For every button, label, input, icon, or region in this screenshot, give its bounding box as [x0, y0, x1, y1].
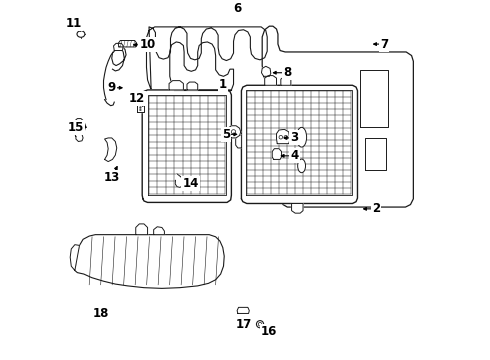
Ellipse shape — [297, 159, 306, 173]
Text: 18: 18 — [93, 307, 109, 320]
Polygon shape — [136, 224, 147, 235]
Polygon shape — [276, 129, 290, 144]
Polygon shape — [70, 245, 79, 270]
Polygon shape — [262, 26, 414, 207]
Ellipse shape — [140, 107, 141, 108]
Ellipse shape — [284, 135, 288, 139]
Ellipse shape — [231, 130, 236, 134]
Ellipse shape — [279, 135, 283, 139]
Ellipse shape — [296, 127, 307, 147]
Text: 16: 16 — [261, 325, 277, 338]
Text: 11: 11 — [66, 17, 82, 30]
Text: 6: 6 — [234, 3, 242, 15]
Polygon shape — [265, 76, 276, 85]
Text: 8: 8 — [283, 66, 292, 79]
Polygon shape — [169, 81, 183, 90]
Polygon shape — [170, 42, 234, 90]
Ellipse shape — [140, 109, 141, 111]
Text: 7: 7 — [380, 37, 388, 51]
Ellipse shape — [140, 105, 141, 106]
Polygon shape — [73, 118, 86, 141]
Text: 2: 2 — [372, 202, 380, 215]
Polygon shape — [226, 126, 241, 138]
Text: 4: 4 — [290, 149, 298, 162]
Polygon shape — [114, 43, 123, 50]
Polygon shape — [154, 227, 165, 235]
Polygon shape — [142, 90, 231, 202]
Polygon shape — [75, 235, 224, 288]
Ellipse shape — [140, 103, 141, 104]
Text: 13: 13 — [103, 171, 120, 184]
Polygon shape — [272, 149, 282, 159]
Polygon shape — [237, 307, 249, 314]
Polygon shape — [242, 85, 358, 203]
Text: 10: 10 — [140, 38, 156, 51]
Polygon shape — [236, 135, 242, 148]
Polygon shape — [137, 100, 144, 112]
Polygon shape — [292, 203, 303, 213]
Text: 3: 3 — [291, 131, 298, 144]
Text: 14: 14 — [182, 177, 199, 190]
Polygon shape — [147, 27, 267, 90]
Text: 9: 9 — [108, 81, 116, 94]
Text: 12: 12 — [129, 92, 145, 105]
Text: 17: 17 — [236, 318, 252, 331]
Ellipse shape — [140, 101, 141, 102]
Ellipse shape — [77, 31, 85, 37]
Ellipse shape — [256, 321, 264, 328]
Polygon shape — [281, 77, 291, 85]
Polygon shape — [118, 40, 137, 47]
Text: 5: 5 — [222, 128, 230, 141]
Ellipse shape — [258, 323, 262, 326]
Text: 1: 1 — [219, 78, 227, 91]
Polygon shape — [365, 138, 387, 170]
Polygon shape — [360, 70, 388, 127]
Polygon shape — [262, 66, 271, 76]
Text: 15: 15 — [68, 121, 84, 134]
Polygon shape — [175, 174, 184, 187]
Polygon shape — [187, 82, 198, 90]
Polygon shape — [104, 138, 117, 162]
